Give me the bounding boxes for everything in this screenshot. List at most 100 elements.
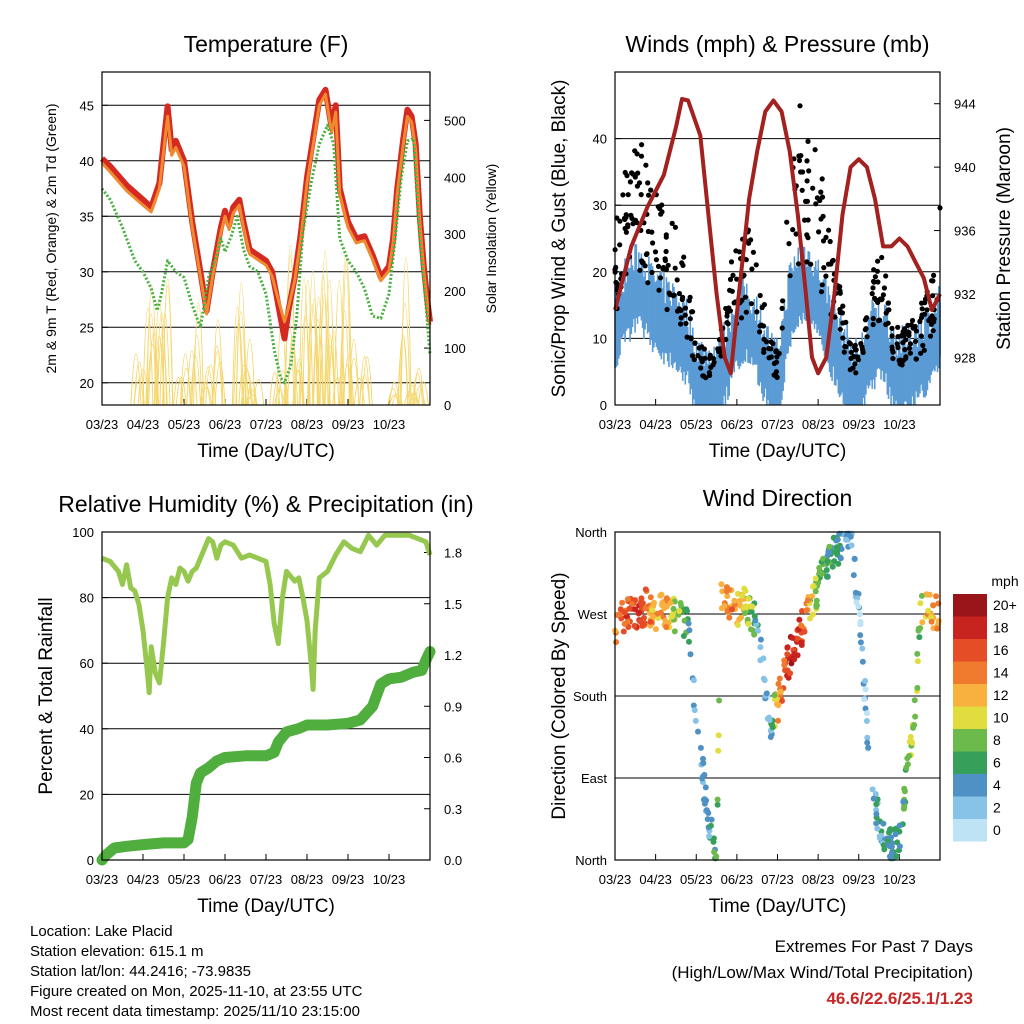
panel3-title: Wind Direction <box>703 485 853 511</box>
wind-gust-point <box>748 237 754 243</box>
wind-gust-point <box>818 216 824 222</box>
wind-direction-point <box>880 820 887 827</box>
panel0-xtick-label: 10/23 <box>373 417 406 432</box>
total-precipitation-line <box>96 646 436 866</box>
wind-gust-point <box>875 258 881 264</box>
wind-gust-point <box>918 350 924 356</box>
wind-direction-point <box>691 707 698 714</box>
wind-gust-point <box>816 229 822 235</box>
wind-gust-point <box>724 310 731 316</box>
wind-direction-point <box>652 626 659 633</box>
wind-direction-point <box>803 607 810 614</box>
wind-direction-point <box>657 592 664 599</box>
wind-gust-point <box>871 279 877 285</box>
wind-direction-point <box>728 606 735 613</box>
wind-direction-point <box>813 603 820 610</box>
wind-gust-point <box>682 305 689 311</box>
wind-gust-point <box>804 259 810 265</box>
wind-direction-point <box>880 842 887 849</box>
wind-gust-point <box>627 179 634 185</box>
wind-direction-point <box>915 627 922 634</box>
panel1-y2tick-label: 940 <box>954 160 976 175</box>
solar-insolation-spike <box>341 364 353 406</box>
wind-gust-point <box>724 320 730 326</box>
wind-gust-point <box>663 232 669 238</box>
wind-direction-point <box>910 724 916 731</box>
panel3-xtick-label: 03/23 <box>599 872 632 887</box>
wind-direction-point <box>776 675 783 682</box>
wind-direction-point <box>642 605 649 612</box>
wind-direction-point <box>823 567 830 573</box>
wind-gust-point <box>638 192 644 198</box>
solar-insolation-spike <box>387 388 399 406</box>
panel0-xlabel: Time (Day/UTC) <box>197 441 335 462</box>
wind-gust-point <box>625 192 631 198</box>
wind-direction-point <box>639 600 646 607</box>
wind-gust-point <box>931 316 937 322</box>
wind-gust-point <box>699 344 705 350</box>
panel3-xlabel: Time (Day/UTC) <box>709 896 847 917</box>
wind-gust-point <box>880 292 887 298</box>
panel2-y2tick-label: 1.5 <box>444 597 462 612</box>
wind-gust-point <box>907 350 914 356</box>
wind-gust-point <box>841 349 847 355</box>
wind-direction-point <box>857 619 864 625</box>
wind-gust-point <box>759 304 765 311</box>
wind-direction-point <box>911 697 918 704</box>
wind-gust-point <box>918 333 925 339</box>
speed-legend-unit: mph <box>991 573 1018 589</box>
wind-direction-point <box>796 616 803 623</box>
wind-gust-point <box>842 343 848 350</box>
wind-gust-point <box>734 276 740 282</box>
panel0-xtick-label: 04/23 <box>127 417 160 432</box>
wind-gust-point <box>805 217 811 223</box>
speed-legend-swatch <box>953 639 987 662</box>
wind-gust-point <box>930 328 936 334</box>
solar-insolation-spike <box>359 356 371 406</box>
wind-gust-point <box>863 326 869 332</box>
speed-legend-label: 14 <box>993 665 1009 681</box>
panel0-y2tick-label: 400 <box>444 170 466 185</box>
wind-gust-point <box>913 338 919 344</box>
panel2-xtick-label: 05/23 <box>168 872 201 887</box>
wind-gust-point <box>645 180 651 186</box>
wind-direction-point <box>636 609 642 616</box>
wind-gust-point <box>635 170 641 176</box>
speed-legend-swatch <box>953 729 987 752</box>
panel2-y2tick-label: 0.9 <box>444 699 462 714</box>
wind-direction-point <box>774 701 780 708</box>
wind-gust-point <box>617 242 623 248</box>
panel2-y2tick-label: 0.6 <box>444 751 462 766</box>
wind-gust-point <box>620 192 626 198</box>
wind-direction-point <box>904 755 911 762</box>
wind-gust-point <box>706 370 713 376</box>
solar-insolation-spike <box>353 378 365 406</box>
wind-gust-point <box>889 325 895 331</box>
wind-gust-point <box>665 262 671 268</box>
wind-direction-point <box>888 850 895 857</box>
wind-gust-point <box>810 185 816 191</box>
wind-gust-point <box>823 273 829 279</box>
panel0-ylabel: 2m & 9m T (Red, Orange) & 2m Td (Green) <box>43 104 59 374</box>
wind-gust-point <box>853 370 859 376</box>
speed-legend-label: 16 <box>993 642 1009 658</box>
wind-direction-point <box>680 633 687 639</box>
wind-direction-point <box>801 628 808 635</box>
wind-gust-point <box>676 290 683 297</box>
wind-direction-point <box>791 650 798 657</box>
panel3-ytick-label: North <box>575 525 607 540</box>
panel1-xtick-label: 09/23 <box>842 417 875 432</box>
figure-created: Figure created on Mon, 2025-11-10, at 23… <box>30 983 363 1000</box>
wind-direction-point <box>710 838 717 845</box>
panel3-ytick-label: South <box>573 689 607 704</box>
solar-insolation-spike <box>312 318 324 406</box>
wind-gust-point <box>779 305 785 311</box>
wind-direction-point <box>745 620 752 627</box>
wind-gust-point <box>904 329 910 335</box>
wind-gust-point <box>773 348 779 355</box>
speed-legend-label: 4 <box>993 777 1001 793</box>
panel1-xtick-label: 05/23 <box>680 417 713 432</box>
panel1-y2tick-label: 928 <box>954 350 976 365</box>
panel2-ytick-label: 80 <box>80 591 94 606</box>
wind-gust-point <box>895 324 901 330</box>
